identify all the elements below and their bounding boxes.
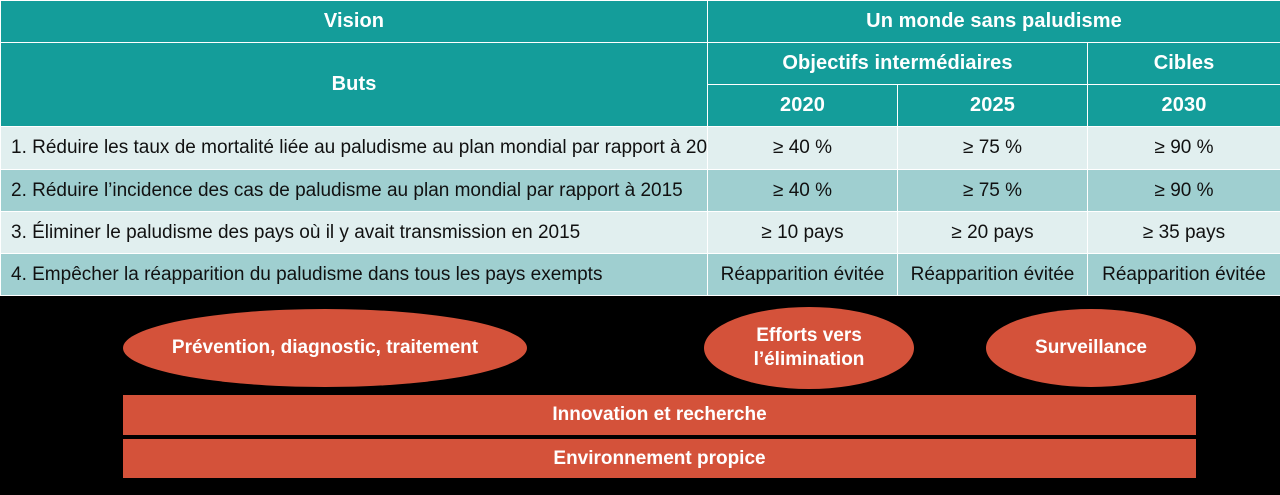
year-2020: 2020 [707,84,898,127]
goal-value-2020: Réapparition évitée [707,253,898,296]
goal-value-2030: ≥ 90 % [1086,169,1280,212]
goal-text: 2. Réduire l’incidence des cas de paludi… [0,169,708,212]
goal-value-2030: ≥ 35 pays [1086,211,1280,254]
pillar-prevention-label: Prévention, diagnostic, traitement [171,337,479,358]
foundation-environment-label: Environnement propice [553,447,766,469]
year-2030: 2030 [1086,84,1280,127]
pillar-surveillance-label: Surveillance [1035,337,1147,358]
years-row: 2020 2025 2030 [1,84,1280,127]
goal-row: 3. Éliminer le paludisme des pays où il … [0,211,1280,254]
goal-row: 2. Réduire l’incidence des cas de paludi… [0,169,1280,212]
foundation-innovation: Innovation et recherche [123,395,1196,435]
goal-value-2025: ≥ 75 % [897,126,1088,170]
targets-label: Cibles [1086,42,1280,85]
pillar-elimination-line2: l’élimination [753,349,865,370]
milestones-header-row: Buts Objectifs intermédiaires Cibles [0,42,1280,127]
goal-row: 4. Empêcher la réapparition du paludisme… [0,253,1280,296]
goal-text: 3. Éliminer le paludisme des pays où il … [0,211,708,254]
pillar-elimination-label: Efforts vers l’élimination [754,324,865,372]
goal-value-2025: ≥ 75 % [897,169,1088,212]
goal-value-2030: Réapparition évitée [1086,253,1280,296]
pillar-surveillance: Surveillance [986,309,1196,387]
vision-label: Vision [0,0,708,43]
vision-value: Un monde sans paludisme [706,0,1280,43]
goal-value-2020: ≥ 40 % [707,126,898,170]
foundation-environment: Environnement propice [123,439,1196,478]
pillar-elimination: Efforts vers l’élimination [704,307,914,389]
goals-table: Vision Un monde sans paludisme Buts Obje… [0,0,1280,296]
goal-value-2025: ≥ 20 pays [897,211,1088,254]
pillar-elimination-line1: Efforts vers [756,325,862,346]
goal-row: 1. Réduire les taux de mortalité liée au… [0,126,1280,170]
foundation-innovation-label: Innovation et recherche [552,404,767,425]
goal-value-2025: Réapparition évitée [897,253,1088,296]
vision-row: Vision Un monde sans paludisme [0,0,1280,43]
goal-value-2020: ≥ 40 % [707,169,898,212]
goal-value-2020: ≥ 10 pays [707,211,898,254]
pillar-prevention: Prévention, diagnostic, traitement [123,309,527,387]
goal-text: 1. Réduire les taux de mortalité liée au… [0,126,708,170]
year-2025: 2025 [897,84,1088,127]
goal-value-2030: ≥ 90 % [1086,126,1280,170]
goals-label: Buts [0,42,708,127]
milestones-label: Objectifs intermédiaires [707,42,1088,85]
goal-text: 4. Empêcher la réapparition du paludisme… [0,253,708,296]
